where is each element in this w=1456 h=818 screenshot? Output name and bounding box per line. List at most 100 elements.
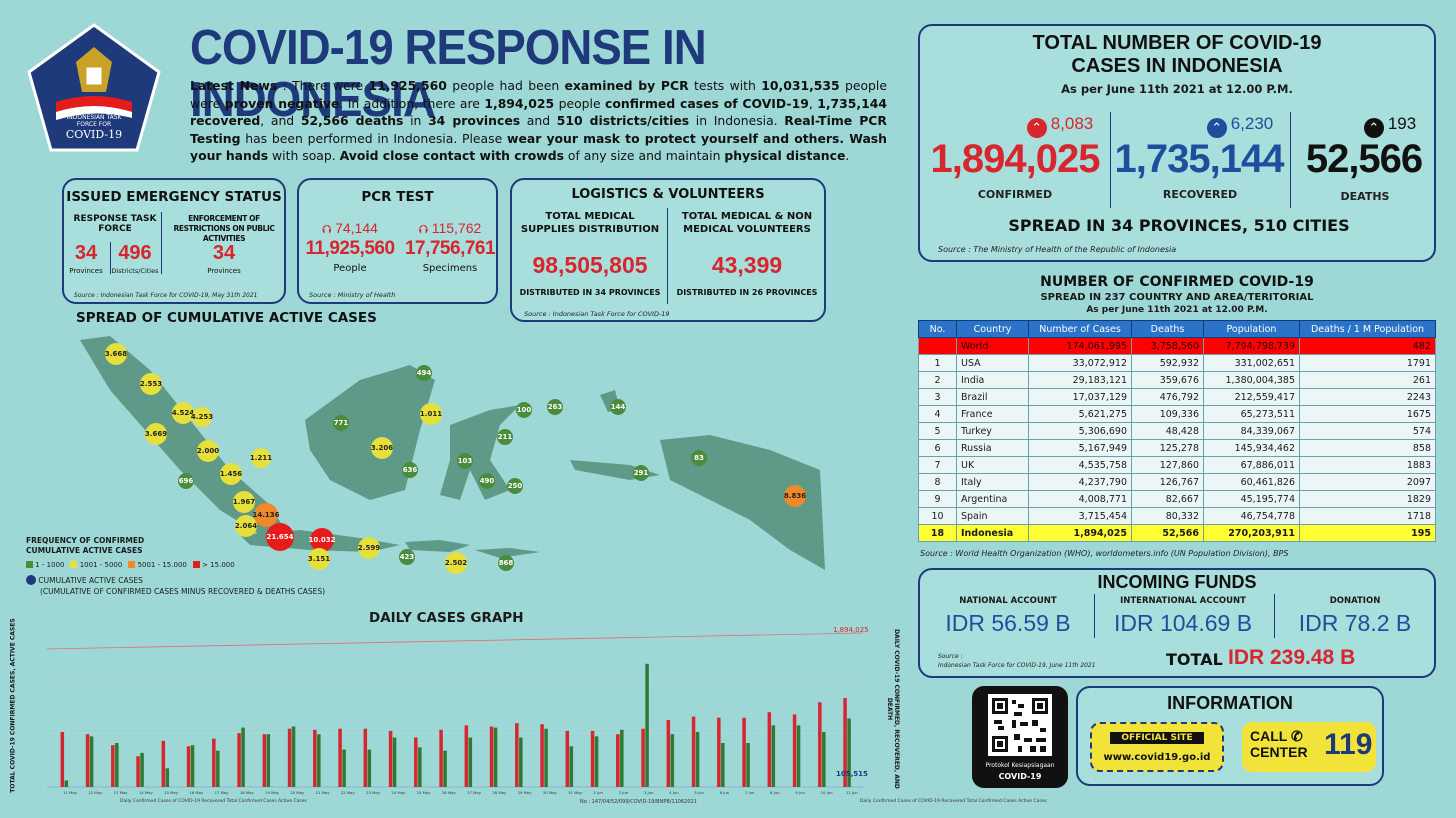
bar-confirmed: [363, 728, 368, 787]
table-cell: 1,380,004,385: [1203, 371, 1300, 389]
divider: [1094, 594, 1095, 638]
table-cell: Brazil: [956, 388, 1029, 406]
volunteers-distribution: DISTRIBUTED IN 26 PROVINCES: [676, 288, 818, 297]
call-center-link[interactable]: CALL ✆ CENTER 119: [1242, 722, 1376, 772]
bar-recovered: [569, 746, 574, 787]
cumulative-legend: CUMULATIVE ACTIVE CASES (CUMULATIVE OF C…: [26, 575, 325, 597]
divider: [110, 242, 111, 274]
x-tick-label: 8 Jun: [770, 790, 780, 795]
table-cell: 331,002,651: [1203, 354, 1300, 372]
x-tick-label: 21 May: [316, 790, 331, 795]
table-cell: 5: [918, 422, 957, 440]
map-marker: 250: [507, 478, 523, 494]
map-marker: 1.211: [250, 448, 272, 468]
qr-code-card[interactable]: Protokol Kesiapsiagaan COVID-19: [972, 686, 1068, 788]
map-marker: 263: [547, 399, 563, 415]
confirmed-increase: ⌃ 8,083: [1010, 114, 1110, 138]
bar-confirmed: [818, 702, 822, 787]
map-marker: 696: [178, 473, 194, 489]
x-tick-label: 18 May: [240, 790, 255, 795]
table-cell: 2: [918, 371, 957, 389]
legend-item: > 15.000: [192, 561, 235, 569]
news-text: physical distance: [724, 148, 846, 163]
pcr-specimens-label: Specimens: [422, 263, 478, 274]
bar-confirmed: [641, 728, 645, 787]
bar-confirmed: [111, 745, 115, 787]
news-text: 510 districts/cities: [556, 113, 690, 128]
graph-y-right-label: DAILY COVID-19 CONFIRMED, RECOVERED, AND…: [886, 629, 900, 789]
table-cell: 84,339,067: [1203, 422, 1300, 440]
table-cell: 3,758,560: [1131, 337, 1204, 355]
table-cell: 8: [918, 473, 957, 491]
table-cell: 80,332: [1131, 507, 1204, 525]
table-cell: 127,860: [1131, 456, 1204, 474]
news-label: Latest News: [190, 78, 278, 93]
pcr-people-value: 11,925,560: [305, 238, 395, 259]
map-shapes: [80, 336, 825, 570]
recovered-value: 1,735,144: [1114, 137, 1285, 181]
table-cell: 482: [1299, 337, 1436, 355]
map-marker: 3.206: [371, 437, 393, 459]
news-text: people: [554, 95, 606, 111]
restrictions-head: ENFORCEMENT OF RESTRICTIONS ON PUBLIC AC…: [173, 214, 275, 243]
table-row: 8 Italy 4,237,790 126,767 60,461,826 2097: [918, 473, 1436, 491]
funds-source-label: Source :: [938, 653, 963, 660]
news-text: wear your mask to protect yourself and o…: [190, 130, 887, 164]
world-asof: As per June 11th 2021 at 12.00 P.M.: [1086, 305, 1268, 315]
map-marker: 1.011: [420, 403, 442, 425]
deaths-value: 52,566: [1305, 137, 1423, 181]
legend-item: 1001 - 5000: [70, 561, 122, 569]
table-cell: 17,037,129: [1028, 388, 1132, 406]
news-text: ,: [808, 95, 818, 111]
official-site-link[interactable]: OFFICIAL SITE www.covid19.go.id: [1090, 722, 1224, 772]
increase-up-icon: ⮉: [418, 222, 428, 236]
x-tick-label: 31 May: [568, 790, 583, 795]
bar-confirmed: [717, 717, 721, 787]
bar-confirmed: [691, 716, 696, 787]
column-header: Number of Cases: [1028, 320, 1132, 338]
total-title-line-2: CASES IN INDONESIA: [1071, 55, 1283, 77]
x-tick-label: 27 May: [467, 790, 482, 795]
table-cell: 4: [918, 405, 957, 423]
news-text: Avoid close contact with crowds: [339, 148, 564, 163]
international-account-value: IDR 104.69 B: [1113, 610, 1253, 636]
map-marker: 4.524: [172, 402, 194, 424]
x-tick-label: 30 May: [543, 790, 558, 795]
news-text: 11,925,560: [368, 78, 447, 93]
bar-confirmed: [540, 724, 544, 787]
news-text: : There were: [277, 78, 369, 93]
table-cell: 5,167,949: [1028, 439, 1132, 457]
x-tick-label: 5 Jun: [694, 790, 704, 795]
column-header: Country: [956, 320, 1029, 338]
international-account-head: INTERNATIONAL ACCOUNT: [1120, 596, 1246, 606]
restrictions-provinces-label: Provinces: [207, 267, 241, 275]
table-row: 18 Indonesia 1,894,025 52,566 270,203,911 195: [918, 524, 1436, 542]
bar-recovered: [317, 734, 321, 787]
x-tick-label: 28 May: [492, 790, 507, 795]
logo-caption: INDONESIAN TASK FORCE FOR COVID-19: [46, 114, 142, 141]
table-cell: 125,278: [1131, 439, 1204, 457]
bar-confirmed: [262, 734, 267, 787]
bar-recovered: [64, 780, 69, 787]
x-tick-label: 20 May: [290, 790, 305, 795]
table-row: 6 Russia 5,167,949 125,278 145,934,462 858: [918, 439, 1436, 457]
logistics-title: LOGISTICS & VOLUNTEERS: [571, 187, 765, 202]
table-cell: 82,667: [1131, 490, 1204, 508]
news-text: and: [520, 113, 557, 128]
table-cell: Italy: [956, 473, 1029, 491]
table-cell: 45,195,774: [1203, 490, 1300, 508]
cumulative-dot-icon: [26, 575, 36, 585]
pcr-specimens-value: 17,756,761: [404, 238, 496, 259]
table-cell: World: [956, 337, 1029, 355]
funds-source-text: Indonesian Task Force for COVID-19, June…: [938, 662, 1096, 669]
table-cell: 46,754,778: [1203, 507, 1300, 525]
bar-recovered: [544, 728, 548, 787]
bar-recovered: [140, 752, 144, 787]
map-marker: 423: [399, 549, 415, 565]
bar-recovered: [418, 747, 422, 787]
medical-supplies-distribution: DISTRIBUTED IN 34 PROVINCES: [519, 288, 661, 297]
news-text: has been performed in Indonesia. Please: [240, 130, 507, 146]
table-cell: Turkey: [956, 422, 1029, 440]
news-text: 34 provinces: [428, 113, 521, 128]
x-tick-label: 29 May: [518, 790, 533, 795]
